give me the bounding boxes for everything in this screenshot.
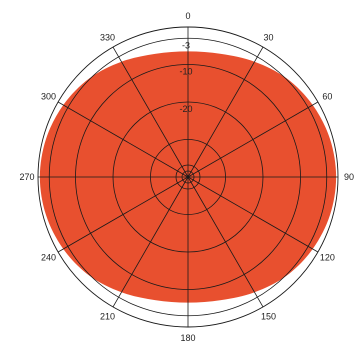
angle-tick-label-210: 210 <box>100 311 115 321</box>
angle-tick-label-240: 240 <box>41 253 56 263</box>
ring-label-2: -20 <box>179 104 192 114</box>
grid-layer <box>37 26 339 328</box>
ring-label-0: -3 <box>182 40 190 50</box>
spoke-300 <box>57 101 189 178</box>
label-layer: 0 30 60 90 120 150 180 210 240 270 300 330 -3 -10 -20 <box>19 11 354 343</box>
spoke-330 <box>112 46 189 178</box>
ring-label-1: -10 <box>179 67 192 77</box>
angle-tick-label-330: 330 <box>100 33 115 43</box>
angle-tick-label-180: 180 <box>180 333 195 343</box>
spoke-240 <box>57 176 189 253</box>
spoke-30 <box>187 46 264 178</box>
angle-tick-label-30: 30 <box>263 33 273 43</box>
angle-tick-label-120: 120 <box>320 253 335 263</box>
spoke-60 <box>187 101 319 178</box>
angle-tick-label-0: 0 <box>185 11 190 21</box>
angle-tick-label-300: 300 <box>41 92 56 102</box>
spoke-150 <box>187 176 264 308</box>
angle-tick-label-60: 60 <box>322 92 332 102</box>
angle-tick-label-90: 90 <box>344 172 354 182</box>
angle-tick-label-270: 270 <box>19 172 34 182</box>
angle-tick-label-150: 150 <box>261 311 276 321</box>
spoke-120 <box>187 176 319 253</box>
spoke-210 <box>112 176 189 308</box>
